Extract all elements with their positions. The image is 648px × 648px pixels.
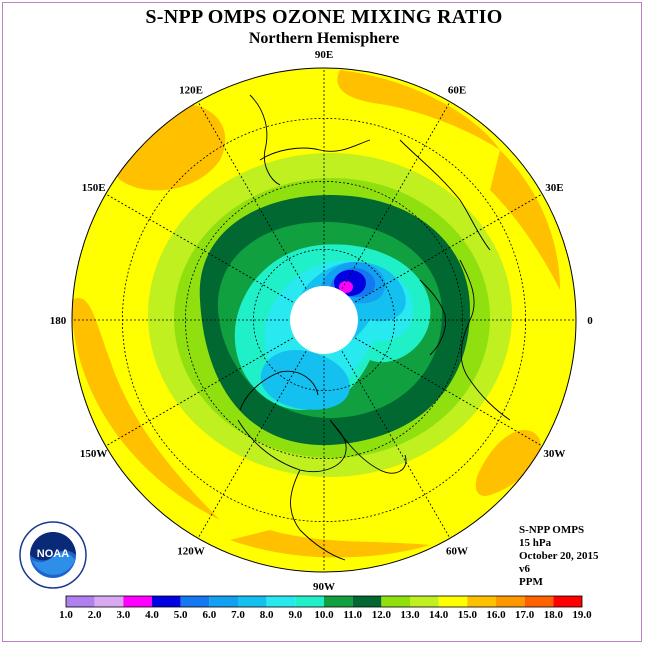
meridian-line [197,101,325,321]
meridian-line [197,319,325,539]
colorbar-swatch [553,596,582,607]
longitude-label: 90E [315,49,333,61]
colorbar-tick-label: 11.0 [343,609,362,621]
info-version: v6 [519,563,530,575]
colorbar-swatch [524,596,554,607]
colorbar-swatch [324,596,353,607]
band-14-15 [490,150,560,290]
colorbar-tick-label: 9.0 [288,609,302,621]
latitude-circle [253,249,395,391]
colorbar-swatch [266,596,296,607]
graticule [72,68,576,572]
longitude-label: 120W [177,545,205,557]
colorbar-swatch [295,596,324,607]
colorbar-tick-label: 16.0 [486,609,506,621]
meridian-line [105,319,325,447]
colorbar-swatch [438,596,468,607]
noaa-logo: NOAA [18,520,88,590]
band-14-15 [230,530,430,558]
longitude-label: 0 [587,315,593,327]
colorbar-swatch [94,596,124,607]
colorbar-swatch [467,596,496,607]
colorbar-tick-label: 5.0 [174,609,188,621]
figure-frame [2,2,642,642]
colorbar-tick-label: 13.0 [400,609,420,621]
colorbar-swatch [152,596,181,607]
colorbar-tick-label: 6.0 [202,609,216,621]
colorbar-swatch [123,596,152,607]
colorbar-tick-label: 2.0 [88,609,102,621]
colorbar-tick-label: 8.0 [260,609,274,621]
colorbar-outline [65,595,583,608]
longitude-label: 150E [82,182,106,194]
longitude-label: 150W [80,448,108,460]
meridian-line [323,101,451,321]
colorbar-swatch [352,596,382,607]
colorbar-tick-label: 7.0 [231,609,245,621]
band-14-15 [337,70,500,150]
colorbar-swatch [410,596,439,607]
meridian-line [105,193,325,321]
colorbar-swatch [209,596,238,607]
colorbar-tick-label: 4.0 [145,609,159,621]
colorbar-tick-label: 12.0 [372,609,392,621]
latitude-circle [184,180,464,460]
colorbar-tick-label: 1.0 [59,609,73,621]
colorbar-tick-label: 19.0 [572,609,592,621]
band-2-3 [339,281,353,293]
longitude-label: 30E [545,182,563,194]
figure-title: S-NPP OMPS OZONE MIXING RATIO [145,6,503,28]
colorbar-tick-label: 14.0 [429,609,449,621]
colorbar-tick-label: 10.0 [314,609,334,621]
colorbar: 1.0 2.0 3.0 4.0 5.0 6.0 7.0 8.0 9.0 10.0 11.0 12.0 1… [59,595,592,621]
colorbar-tick-label: 18.0 [544,609,564,621]
longitude-label: 60E [448,85,466,97]
longitude-label: 90W [313,581,335,593]
colorbar-tick-label: 3.0 [116,609,130,621]
longitude-label: 180 [50,315,67,327]
figure-subtitle: Northern Hemisphere [248,30,400,47]
colorbar-tick-label: 15.0 [458,609,478,621]
band-6-7 [260,350,350,410]
info-units: PPM [519,576,543,588]
globe-outline [71,67,577,573]
coastlines [237,94,511,561]
colorbar-swatch [381,596,410,607]
noaa-logo-text: NOAA [37,548,69,560]
longitude-label: 60W [446,545,468,557]
meridian-line [323,319,543,447]
info-date: October 20, 2015 [519,550,599,562]
colorbar-swatch [180,596,210,607]
colorbar-swatch [66,596,95,607]
info-pressure: 15 hPa [519,537,552,549]
longitude-label: 120E [179,85,203,97]
colorbar-swatch [496,596,525,607]
meridian-line [323,193,543,321]
longitude-labels: 90E 60E 30E 0 30W 60W 90W 120W 150W 180 150E 120E [50,49,594,593]
band-14-15 [475,430,541,496]
colorbar-tick-label: 17.0 [515,609,535,621]
pole-no-data-cap [290,286,358,354]
meridian-line [323,319,451,539]
colorbar-swatch [238,596,267,607]
info-instrument: S-NPP OMPS [519,524,585,536]
longitude-label: 30W [543,448,565,460]
